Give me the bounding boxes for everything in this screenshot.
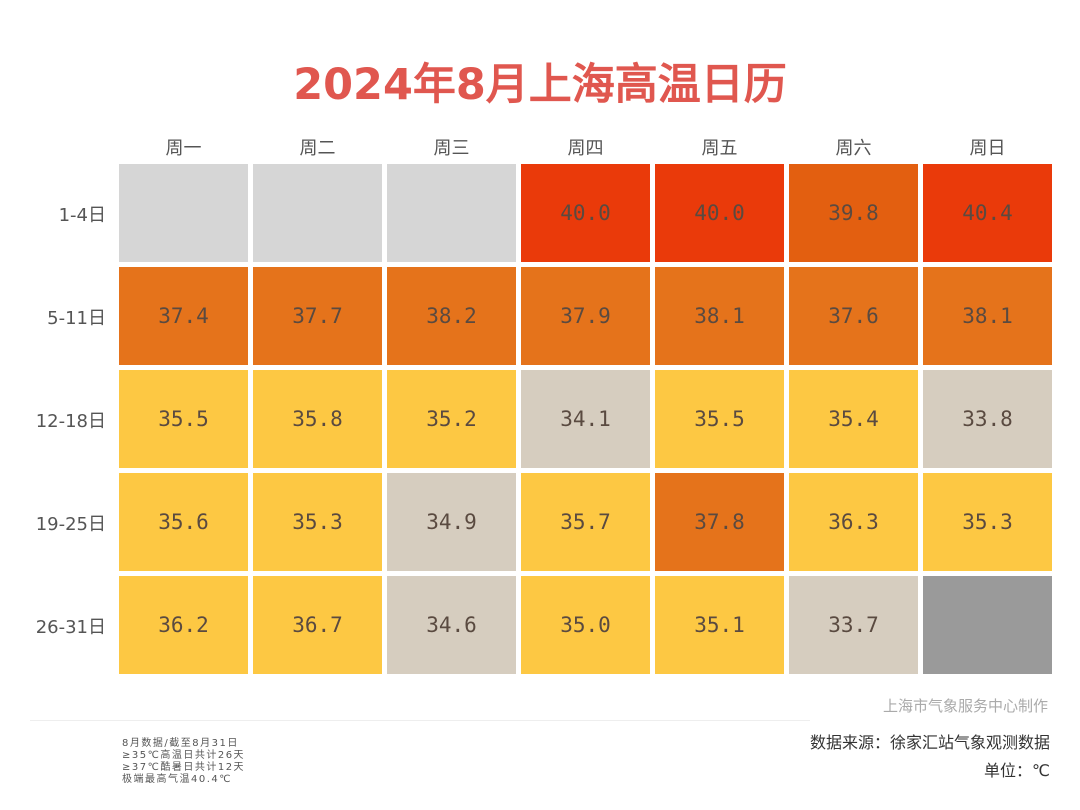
heatmap-cell: 35.5 <box>655 370 784 468</box>
heatmap-cell <box>387 164 516 262</box>
heatmap-cell: 35.6 <box>119 473 248 571</box>
column-header: 周一 <box>165 138 202 159</box>
heatmap-cell: 36.3 <box>789 473 918 571</box>
heatmap-cell <box>253 164 382 262</box>
note-line: 极端最高气温40.4℃ <box>122 774 232 785</box>
heatmap-cell: 37.7 <box>253 267 382 365</box>
heatmap-cell: 33.7 <box>789 576 918 674</box>
heatmap-cell <box>923 576 1052 674</box>
heatmap-cell: 37.6 <box>789 267 918 365</box>
heatmap-cell: 35.0 <box>521 576 650 674</box>
row-header: 19-25日 <box>35 514 106 535</box>
column-header: 周六 <box>835 138 872 159</box>
heatmap-cell: 35.8 <box>253 370 382 468</box>
maker-credit: 上海市气象服务中心制作 <box>882 697 1048 715</box>
heatmap-cell: 35.3 <box>253 473 382 571</box>
heatmap-cell: 35.5 <box>119 370 248 468</box>
data-source: 数据来源：徐家汇站气象观测数据 <box>809 733 1050 752</box>
row-header: 1-4日 <box>58 205 106 226</box>
divider <box>30 720 810 721</box>
heatmap-cell <box>119 164 248 262</box>
heatmap-cell: 38.1 <box>655 267 784 365</box>
unit-label: 单位：℃ <box>984 761 1050 780</box>
heatmap-cell: 33.8 <box>923 370 1052 468</box>
column-header: 周二 <box>299 138 336 159</box>
heatmap-cell: 34.9 <box>387 473 516 571</box>
heatmap-cell: 35.1 <box>655 576 784 674</box>
heatmap-cell: 40.0 <box>521 164 650 262</box>
note-line: 8月数据/截至8月31日 <box>122 738 239 749</box>
chart-title: 2024年8月上海高温日历 <box>293 60 787 110</box>
heatmap-cell: 35.2 <box>387 370 516 468</box>
heatmap-cell: 39.8 <box>789 164 918 262</box>
column-header: 周四 <box>567 138 604 159</box>
heatmap-cell: 37.4 <box>119 267 248 365</box>
heatmap-cell: 36.2 <box>119 576 248 674</box>
heatmap-cell: 38.2 <box>387 267 516 365</box>
column-header: 周五 <box>701 138 738 159</box>
heatmap-cell: 40.0 <box>655 164 784 262</box>
notes: 8月数据/截至8月31日 ≥35℃高温日共计26天 ≥37℃酷暑日共计12天 极… <box>122 738 245 786</box>
note-line: ≥35℃高温日共计26天 <box>122 750 246 761</box>
heatmap-cell: 37.9 <box>521 267 650 365</box>
heatmap-cell: 40.4 <box>923 164 1052 262</box>
column-header: 周三 <box>433 138 470 159</box>
heatmap-cell: 38.1 <box>923 267 1052 365</box>
note-line: ≥37℃酷暑日共计12天 <box>122 762 246 773</box>
heatmap-cell: 37.8 <box>655 473 784 571</box>
heatmap-cell: 36.7 <box>253 576 382 674</box>
row-header: 12-18日 <box>35 411 106 432</box>
heatmap-cell: 35.4 <box>789 370 918 468</box>
heatmap-cell: 34.1 <box>521 370 650 468</box>
heatmap-cell: 34.6 <box>387 576 516 674</box>
row-header: 26-31日 <box>35 617 106 638</box>
heatmap-cell: 35.7 <box>521 473 650 571</box>
heatmap-cell: 35.3 <box>923 473 1052 571</box>
column-header: 周日 <box>969 138 1006 159</box>
row-header: 5-11日 <box>47 308 106 329</box>
